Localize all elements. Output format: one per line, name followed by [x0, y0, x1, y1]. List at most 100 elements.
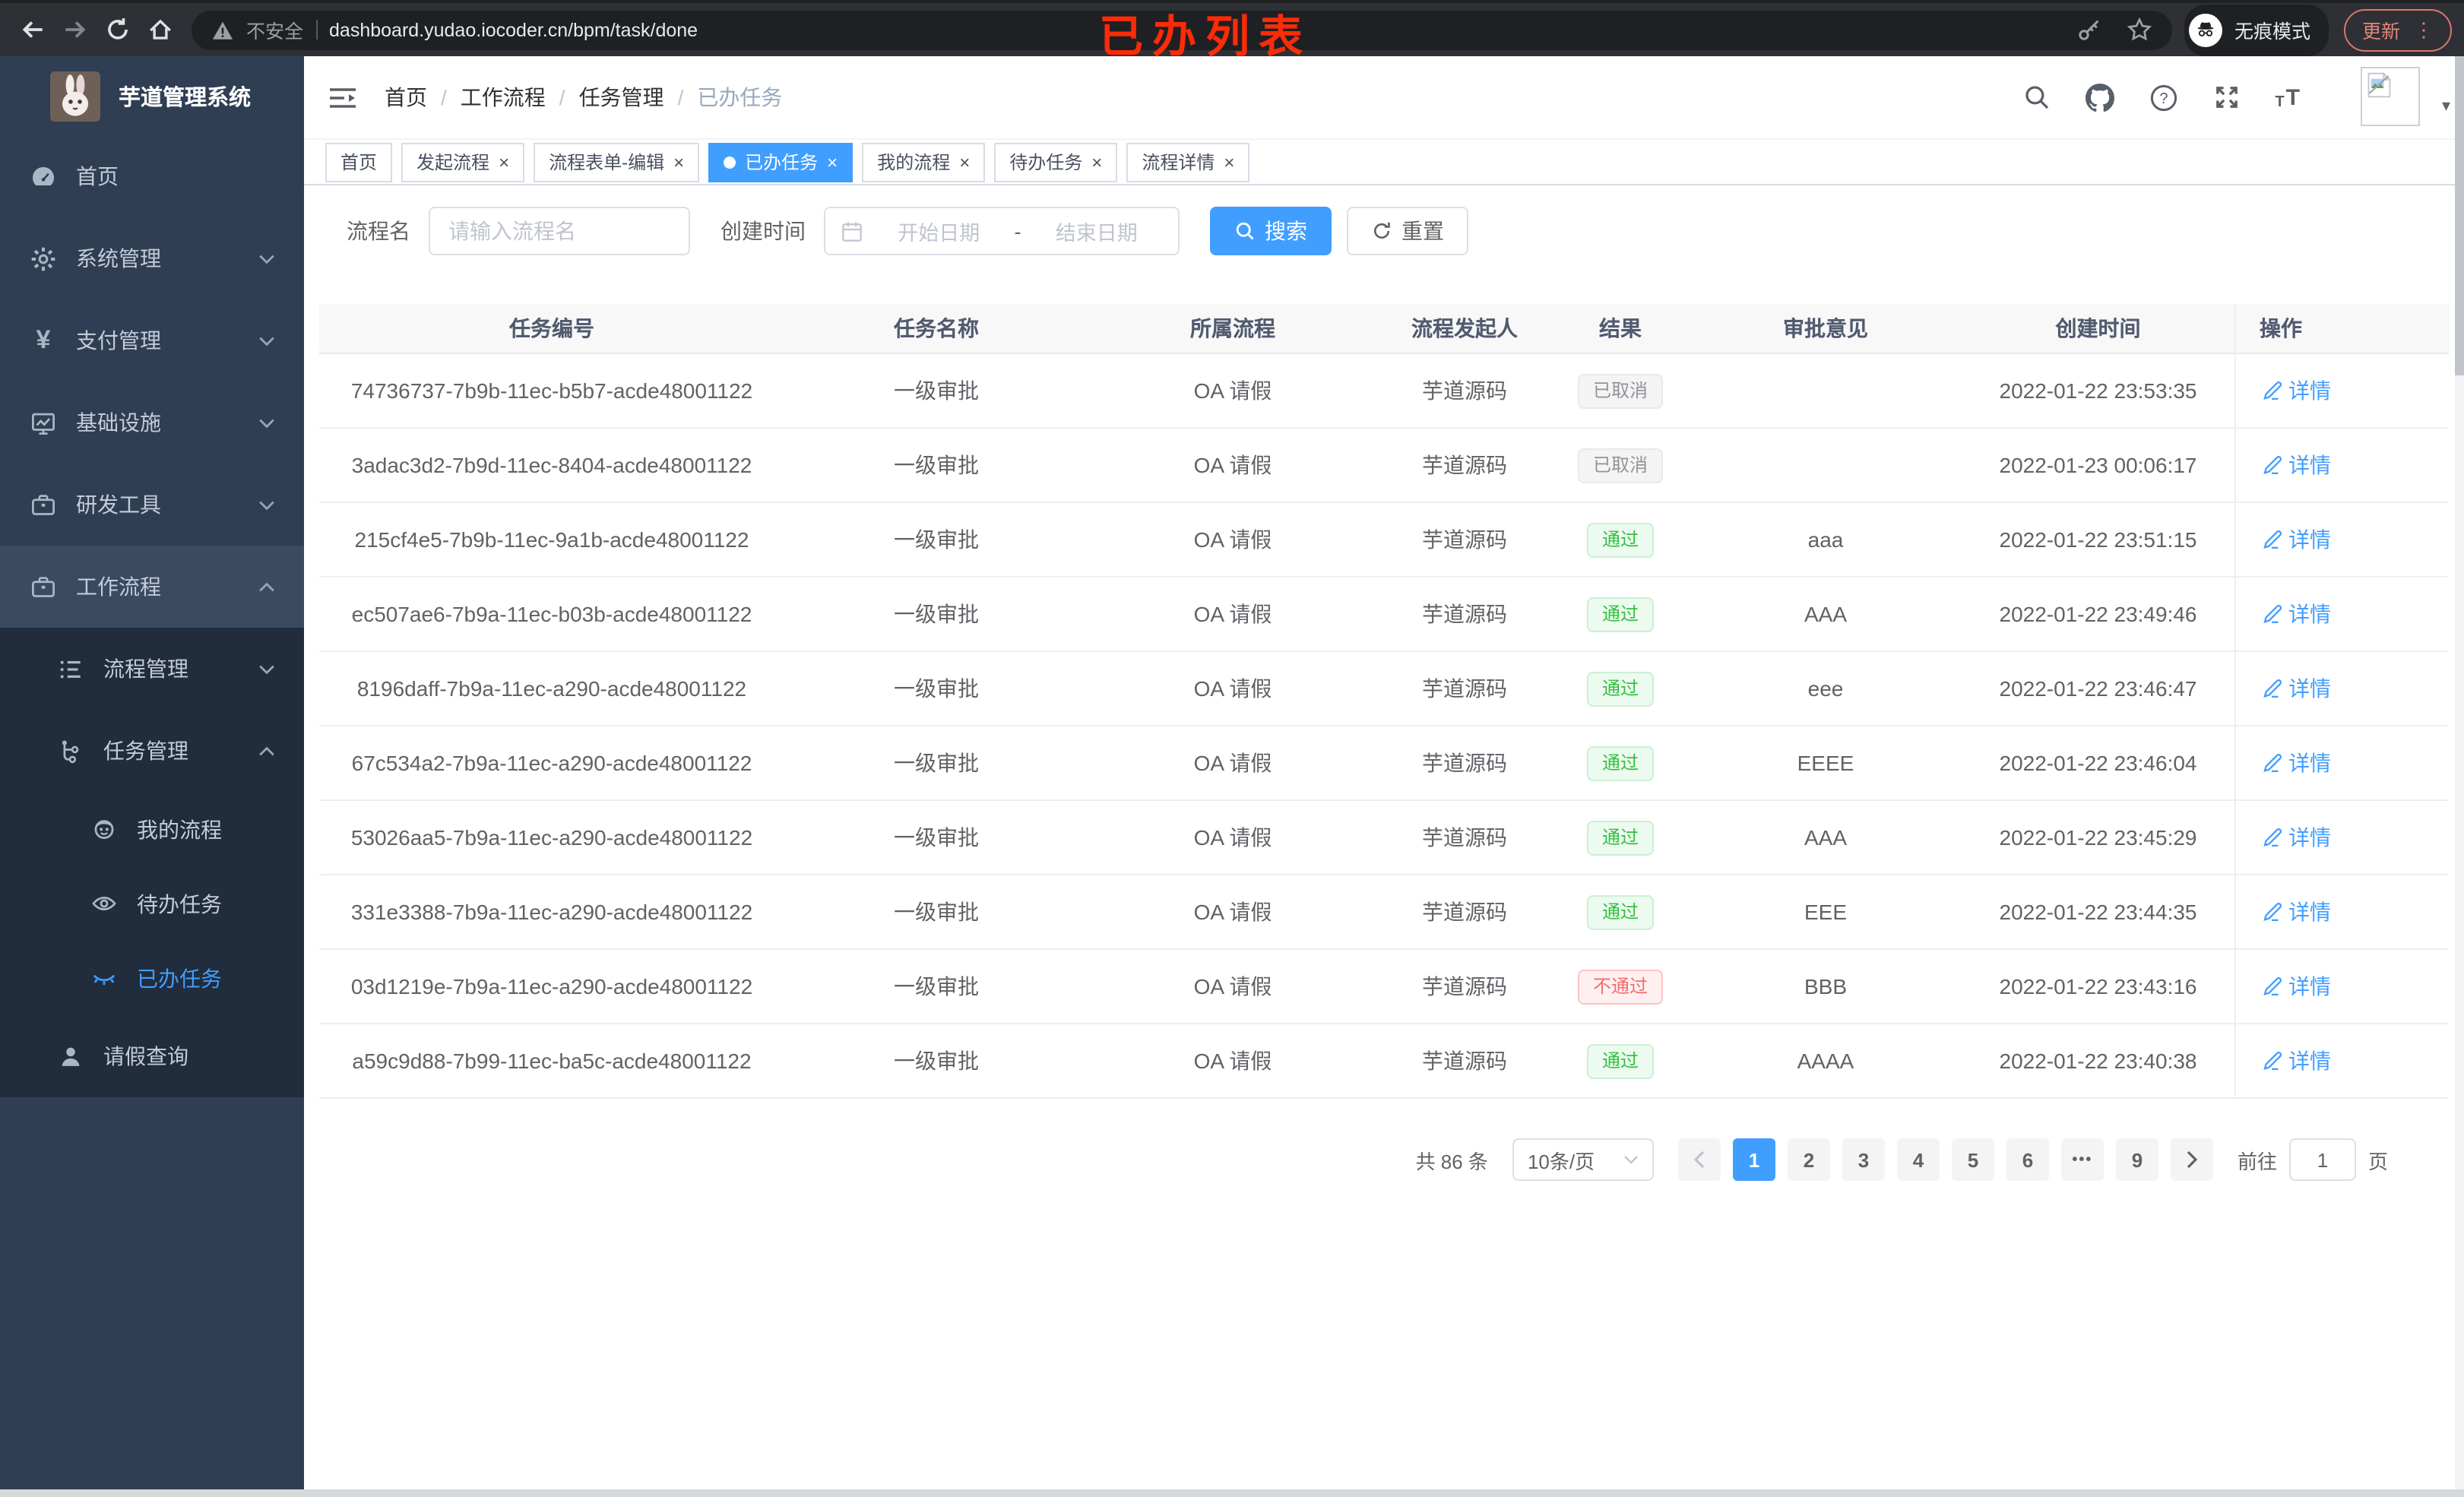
cell-result: 通过 — [1552, 726, 1689, 801]
close-icon[interactable]: × — [673, 151, 685, 172]
detail-link[interactable]: 详情 — [2260, 897, 2331, 927]
sidebar-item-home[interactable]: 首页 — [0, 135, 304, 217]
scrollbar-thumb[interactable] — [2455, 56, 2464, 375]
robot-face-icon — [91, 816, 117, 842]
page-button-9[interactable]: 9 — [2115, 1138, 2158, 1181]
close-icon[interactable]: × — [499, 151, 510, 172]
detail-link[interactable]: 详情 — [2260, 599, 2331, 629]
browser-menu-icon[interactable]: ⋮ — [2414, 17, 2434, 40]
sidebar-item-label: 待办任务 — [137, 891, 222, 916]
page-button-5[interactable]: 5 — [1951, 1138, 1994, 1181]
url-text: dashboard.yudao.iocoder.cn/bpm/task/done — [329, 19, 698, 40]
app-logo-row[interactable]: 芋道管理系统 — [0, 56, 304, 135]
browser-forward-icon[interactable] — [55, 10, 94, 49]
avatar-caret-icon[interactable]: ▾ — [2441, 97, 2450, 116]
chevron-down-icon — [258, 418, 275, 429]
page-button-1[interactable]: 1 — [1732, 1138, 1775, 1181]
status-badge: 通过 — [1586, 522, 1654, 557]
next-page-button[interactable] — [2170, 1138, 2213, 1181]
breadcrumb-workflow[interactable]: 工作流程 — [460, 85, 546, 109]
cell-task-name: 一级审批 — [784, 726, 1088, 801]
sidebar: 芋道管理系统 首页 系统管理 ¥ 支付管理 — [0, 56, 304, 1497]
help-icon[interactable]: ? — [2149, 83, 2177, 112]
tab-my-process[interactable]: 我的流程 × — [862, 142, 986, 182]
browser-home-icon[interactable] — [140, 10, 179, 49]
scrollbar[interactable] — [2455, 56, 2464, 1489]
insecure-warning-icon — [211, 19, 234, 40]
cell-time: 2022-01-22 23:43:16 — [1962, 949, 2234, 1024]
sidebar-item-task-mgmt[interactable]: 任务管理 — [0, 710, 304, 792]
sidebar-item-my-process[interactable]: 我的流程 — [0, 792, 304, 866]
detail-link[interactable]: 详情 — [2260, 822, 2331, 853]
breadcrumb-home[interactable]: 首页 — [385, 85, 427, 109]
tab-start-process[interactable]: 发起流程 × — [401, 142, 525, 182]
browser-update-button[interactable]: 更新 ⋮ — [2343, 8, 2452, 51]
sidebar-item-payment[interactable]: ¥ 支付管理 — [0, 299, 304, 381]
breadcrumb: 首页 / 工作流程 / 任务管理 / 已办任务 — [385, 82, 782, 112]
page-button-6[interactable]: 6 — [2006, 1138, 2049, 1181]
search-icon[interactable] — [2022, 84, 2050, 111]
cell-task-name: 一级审批 — [784, 502, 1088, 578]
goto-page-input[interactable] — [2288, 1138, 2356, 1181]
sidebar-item-leave-query[interactable]: 请假查询 — [0, 1015, 304, 1097]
detail-link[interactable]: 详情 — [2260, 375, 2331, 406]
breadcrumb-task-mgmt[interactable]: 任务管理 — [578, 85, 664, 109]
address-bar[interactable]: 不安全 dashboard.yudao.iocoder.cn/bpm/task/… — [192, 10, 2172, 49]
date-range-picker[interactable]: 开始日期 - 结束日期 — [824, 207, 1180, 255]
sidebar-fold-icon[interactable] — [328, 84, 357, 110]
cell-task-id: 8196daff-7b9a-11ec-a290-acde48001122 — [319, 651, 784, 726]
tab-home[interactable]: 首页 — [325, 142, 393, 182]
eye-closed-icon — [91, 965, 117, 991]
process-name-label: 流程名 — [347, 219, 410, 243]
reset-button[interactable]: 重置 — [1347, 207, 1468, 255]
page-button-2[interactable]: 2 — [1787, 1138, 1830, 1181]
close-icon[interactable]: × — [1091, 151, 1103, 172]
table-row: 67c534a2-7b9a-11ec-a290-acde48001122 一级审… — [319, 726, 2449, 801]
key-icon[interactable] — [2076, 17, 2102, 43]
bookmark-star-icon[interactable] — [2127, 17, 2152, 43]
github-icon[interactable] — [2085, 83, 2114, 112]
sidebar-item-process-mgmt[interactable]: 流程管理 — [0, 628, 304, 710]
tab-form-edit[interactable]: 流程表单-编辑 × — [534, 142, 700, 182]
sidebar-item-infra[interactable]: 基础设施 — [0, 381, 304, 464]
detail-link[interactable]: 详情 — [2260, 1046, 2331, 1076]
detail-link[interactable]: 详情 — [2260, 971, 2331, 1002]
process-name-input[interactable] — [429, 207, 690, 255]
top-navbar: 首页 / 工作流程 / 任务管理 / 已办任务 ? — [304, 56, 2464, 140]
sidebar-item-done-tasks[interactable]: 已办任务 — [0, 941, 304, 1015]
search-button[interactable]: 搜索 — [1210, 207, 1332, 255]
page-button-3[interactable]: 3 — [1842, 1138, 1885, 1181]
sidebar-item-system[interactable]: 系统管理 — [0, 217, 304, 299]
browser-reload-icon[interactable] — [97, 10, 137, 49]
cell-starter: 芋道源码 — [1377, 875, 1552, 950]
close-icon[interactable]: × — [1224, 151, 1235, 172]
browser-back-icon[interactable] — [12, 10, 52, 49]
col-result: 结果 — [1552, 304, 1689, 354]
tab-process-detail[interactable]: 流程详情 × — [1126, 142, 1250, 182]
table-row: 331e3388-7b9a-11ec-a290-acde48001122 一级审… — [319, 875, 2449, 950]
svg-text:?: ? — [2159, 90, 2168, 106]
close-icon[interactable]: × — [959, 151, 971, 172]
status-badge: 通过 — [1586, 597, 1654, 631]
detail-link[interactable]: 详情 — [2260, 748, 2331, 778]
prev-page-button[interactable] — [1677, 1138, 1721, 1181]
eye-icon — [91, 891, 117, 916]
more-pages-button[interactable]: ••• — [2060, 1138, 2104, 1181]
avatar[interactable] — [2361, 67, 2420, 126]
detail-link[interactable]: 详情 — [2260, 673, 2331, 704]
sidebar-item-workflow[interactable]: 工作流程 — [0, 546, 304, 628]
close-icon[interactable]: × — [827, 151, 838, 172]
sidebar-item-label: 请假查询 — [103, 1044, 188, 1068]
detail-link[interactable]: 详情 — [2260, 450, 2331, 480]
fullscreen-icon[interactable] — [2212, 84, 2240, 111]
tab-done-tasks[interactable]: 已办任务 × — [708, 142, 854, 182]
sidebar-item-todo-tasks[interactable]: 待办任务 — [0, 866, 304, 941]
tab-todo-tasks[interactable]: 待办任务 × — [994, 142, 1118, 182]
detail-link[interactable]: 详情 — [2260, 524, 2331, 555]
page-button-4[interactable]: 4 — [1896, 1138, 1940, 1181]
cell-task-name: 一级审批 — [784, 875, 1088, 950]
sidebar-item-devtools[interactable]: 研发工具 — [0, 464, 304, 546]
chevron-down-icon — [258, 336, 275, 347]
page-size-select[interactable]: 10条/页 — [1512, 1138, 1654, 1181]
